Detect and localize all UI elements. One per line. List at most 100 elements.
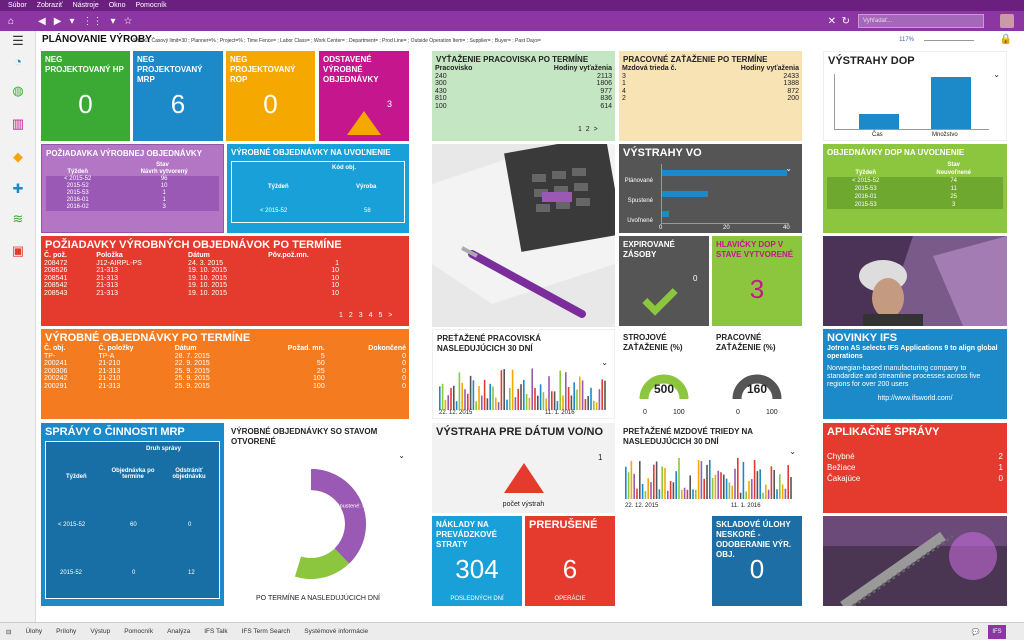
- zoom-slider[interactable]: [924, 40, 974, 41]
- tile-neg-mrp[interactable]: NEG PROJEKTOVANÝ MRP 6: [133, 51, 223, 141]
- bar[interactable]: [500, 370, 503, 410]
- bar[interactable]: [734, 468, 736, 499]
- bar-cas[interactable]: [859, 114, 899, 129]
- dropdown2-icon[interactable]: ▾: [110, 15, 116, 27]
- bar[interactable]: [672, 482, 675, 499]
- tile-vytazenie[interactable]: VYŤAŽENIE PRACOVISKA PO TERMÍNE Pracovis…: [432, 51, 615, 141]
- bar[interactable]: [509, 388, 511, 410]
- back-icon[interactable]: ◀: [38, 15, 46, 27]
- bar[interactable]: [570, 395, 573, 410]
- bar[interactable]: [697, 460, 700, 499]
- bar[interactable]: [562, 395, 564, 410]
- tile-skladove[interactable]: SKLADOVÉ ÚLOHY NESKORÉ - ODOBERANIE VÝR.…: [712, 516, 802, 606]
- bar[interactable]: [537, 395, 539, 410]
- bar[interactable]: [598, 389, 601, 410]
- bar[interactable]: [467, 393, 469, 410]
- bar[interactable]: [601, 379, 603, 410]
- table-row[interactable]: 200306 21-313 25. 9. 2015 25 0: [41, 368, 409, 376]
- bar[interactable]: [461, 382, 463, 410]
- bar[interactable]: [658, 489, 661, 499]
- table-row[interactable]: < 2015-52 96: [46, 176, 219, 183]
- bar[interactable]: [523, 379, 525, 410]
- bar[interactable]: [787, 465, 789, 499]
- table-row[interactable]: Chybné 2: [823, 451, 1007, 462]
- star-icon[interactable]: ☆: [123, 15, 133, 27]
- bar[interactable]: [650, 482, 652, 499]
- bar[interactable]: [483, 379, 486, 410]
- table-row[interactable]: 2015-53 11: [827, 185, 1003, 193]
- bar[interactable]: [590, 387, 592, 410]
- tile-poziadavka[interactable]: POŽIADAVKA VÝROBNEJ OBJEDNÁVKY Stav Týžd…: [41, 144, 224, 233]
- bar[interactable]: [565, 372, 567, 410]
- taskbar-help[interactable]: Pomocník: [124, 628, 154, 635]
- avatar[interactable]: [1000, 14, 1014, 28]
- bar[interactable]: [567, 387, 570, 410]
- table-row[interactable]: 810 836: [432, 95, 615, 103]
- bar[interactable]: [469, 375, 472, 410]
- bar[interactable]: [753, 459, 756, 499]
- donut-slice[interactable]: [311, 469, 366, 564]
- table-row[interactable]: 2015-53 3: [827, 201, 1003, 209]
- tile-spravy-mrp[interactable]: SPRÁVY O ČINNOSTI MRP Druh správy Týždeň…: [41, 423, 224, 606]
- taskbar-output[interactable]: Výstup: [90, 628, 111, 635]
- bar[interactable]: [781, 484, 784, 499]
- bar[interactable]: [737, 457, 739, 499]
- grid-icon[interactable]: ⋮⋮: [82, 15, 103, 27]
- bar[interactable]: [678, 457, 680, 499]
- tile-vystrahy-vo[interactable]: VÝSTRAHY VO ⌄ Plánované Spustené Uvoľnen…: [619, 144, 802, 233]
- bar[interactable]: [765, 484, 767, 499]
- page-5[interactable]: 5: [378, 312, 383, 319]
- bar[interactable]: [447, 395, 449, 410]
- bar[interactable]: [492, 386, 494, 410]
- page-2[interactable]: 2: [348, 312, 353, 319]
- bar-planovane[interactable]: [662, 170, 787, 176]
- bar[interactable]: [545, 398, 547, 410]
- table-row[interactable]: 2016-02 3: [46, 204, 219, 211]
- bar[interactable]: [689, 475, 691, 499]
- bar[interactable]: [439, 386, 441, 410]
- tile-vo-stav[interactable]: VÝROBNÉ OBJEDNÁVKY SO STAVOM OTVORENÉ ⌄ …: [227, 423, 409, 606]
- table-row[interactable]: 200291 21-313 25. 9. 2015 100 0: [41, 383, 409, 391]
- chevron-down-icon[interactable]: ⌄: [398, 451, 405, 460]
- tile-hlavicky[interactable]: HLAVIČKY DOP V STAVE VYTVORENÉ 3: [712, 236, 802, 326]
- bar[interactable]: [525, 393, 528, 410]
- news-link[interactable]: http://www.ifsworld.com/: [877, 395, 953, 402]
- dice-icon[interactable]: ▣: [11, 243, 25, 258]
- bar[interactable]: [511, 369, 514, 410]
- tile-naklady[interactable]: NÁKLADY NA PREVÁDZKOVÉ STRATY 304 POSLED…: [432, 516, 522, 606]
- bar[interactable]: [548, 376, 550, 410]
- chat-icon[interactable]: 💬: [971, 628, 980, 636]
- cell[interactable]: 0: [132, 570, 136, 576]
- bar[interactable]: [453, 385, 455, 410]
- cell[interactable]: < 2015-52: [260, 208, 288, 214]
- bar[interactable]: [514, 397, 517, 410]
- tile-poziadavky-po-termine[interactable]: POŽIADAVKY VÝROBNÝCH OBJEDNÁVOK PO TERMÍ…: [41, 236, 409, 326]
- table-row[interactable]: 240 2113: [432, 73, 615, 81]
- table-row[interactable]: < 2015-52 74: [827, 177, 1003, 185]
- bar[interactable]: [472, 380, 475, 410]
- tile-novinky[interactable]: NOVINKY IFS Jotron AS selects IFS Applic…: [823, 329, 1007, 419]
- tile-vystrahy-dop[interactable]: VÝSTRAHY DOP ⌄ Čas Množstvo: [823, 51, 1007, 141]
- diamond-icon[interactable]: ◆: [13, 149, 23, 164]
- page-1[interactable]: 1: [339, 312, 343, 319]
- bar[interactable]: [745, 491, 747, 499]
- refresh-icon[interactable]: ↻: [841, 15, 850, 27]
- table-row[interactable]: 300 1806: [432, 80, 615, 88]
- bar[interactable]: [576, 389, 578, 410]
- bar[interactable]: [779, 474, 781, 499]
- taskbar-tasks[interactable]: Úlohy: [25, 628, 43, 635]
- bar[interactable]: [503, 369, 505, 410]
- page-4[interactable]: 4: [368, 312, 373, 319]
- bar[interactable]: [506, 399, 508, 410]
- tile-pretazene-mzdove[interactable]: PREŤAŽENÉ MZDOVÉ TRIEDY NA NASLEDUJÚCICH…: [619, 423, 802, 513]
- table-row[interactable]: 3 2433: [619, 73, 802, 81]
- tile-vo-po-termine[interactable]: VÝROBNÉ OBJEDNÁVKY PO TERMÍNE Č. obj. Č. …: [41, 329, 409, 419]
- tile-aplikacne[interactable]: APLIKAČNÉ SPRÁVY Chybné 2 Bežiace 1 Čakajú…: [823, 423, 1007, 513]
- taskbar-ifs-talk[interactable]: IFS Talk: [204, 628, 228, 635]
- bar[interactable]: [441, 383, 444, 410]
- table-row[interactable]: 200242 21-210 25. 9. 2015 100 0: [41, 375, 409, 383]
- rss-icon[interactable]: ≋: [12, 211, 24, 226]
- forward-icon[interactable]: ▶: [53, 15, 62, 27]
- bar[interactable]: [539, 384, 542, 410]
- bar[interactable]: [653, 464, 655, 499]
